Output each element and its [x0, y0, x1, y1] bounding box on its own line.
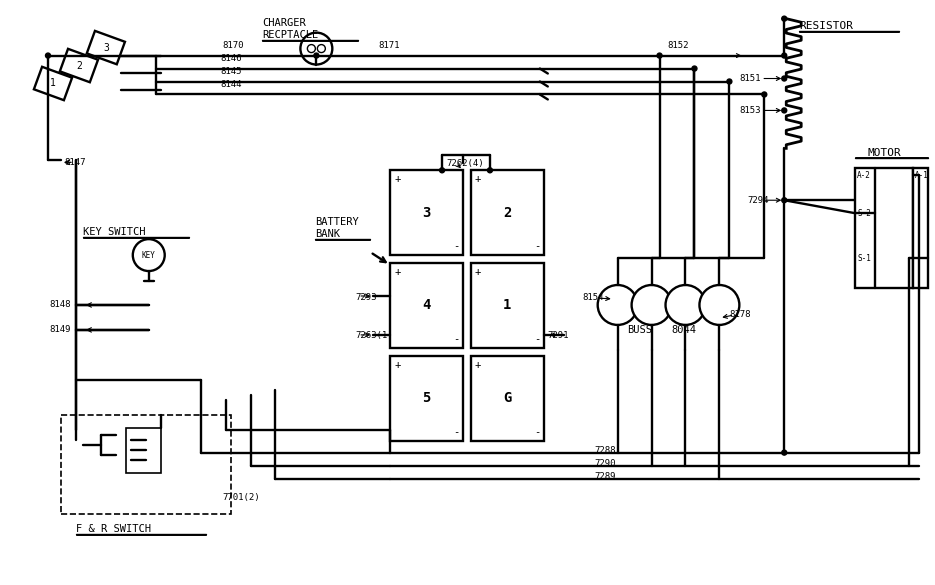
Bar: [60, 49, 98, 82]
Bar: [471, 356, 544, 441]
Text: 7263(1): 7263(1): [355, 331, 393, 340]
Text: G: G: [503, 391, 511, 405]
Text: 4: 4: [423, 298, 431, 312]
Text: 8146: 8146: [221, 54, 242, 63]
Bar: [390, 170, 463, 255]
Text: MOTOR: MOTOR: [867, 149, 901, 159]
Bar: [34, 67, 72, 100]
Text: RECPTACLE: RECPTACLE: [263, 30, 319, 40]
Text: 1: 1: [503, 298, 511, 312]
Circle shape: [317, 44, 325, 53]
Text: +: +: [475, 174, 482, 184]
Text: 7701(2): 7701(2): [223, 493, 260, 502]
Text: +: +: [475, 267, 482, 277]
Text: BATTERY: BATTERY: [315, 217, 359, 227]
Text: 8147: 8147: [64, 158, 85, 167]
Circle shape: [782, 198, 786, 203]
Bar: [390, 263, 463, 348]
Bar: [390, 356, 463, 441]
Circle shape: [692, 66, 697, 71]
Bar: [856, 168, 913, 288]
Text: KEY: KEY: [142, 250, 156, 260]
Text: +: +: [475, 360, 482, 370]
Circle shape: [308, 44, 315, 53]
Text: 5: 5: [423, 391, 431, 405]
Text: 8154: 8154: [583, 294, 604, 302]
Text: +: +: [394, 360, 400, 370]
Circle shape: [782, 16, 786, 21]
Text: -: -: [453, 426, 459, 436]
Text: 2: 2: [503, 206, 511, 220]
Text: 3: 3: [423, 206, 431, 220]
Text: 8149: 8149: [50, 325, 71, 335]
Text: CHARGER: CHARGER: [263, 18, 307, 27]
Text: -: -: [453, 334, 459, 344]
Text: 8171: 8171: [379, 41, 399, 50]
Text: BUSS: BUSS: [627, 325, 653, 335]
Text: 8153: 8153: [740, 106, 761, 115]
Circle shape: [699, 285, 740, 325]
Text: 7288: 7288: [595, 446, 616, 455]
Circle shape: [726, 79, 732, 84]
Text: 7293: 7293: [355, 294, 377, 302]
Bar: [61, 415, 231, 514]
Text: S-1: S-1: [857, 253, 870, 263]
Text: 8170: 8170: [223, 41, 244, 50]
Text: F & R SWITCH: F & R SWITCH: [76, 524, 151, 535]
Text: 8044: 8044: [671, 325, 697, 335]
Text: 8145: 8145: [221, 67, 242, 76]
Text: A-2: A-2: [857, 171, 870, 180]
Text: 7291: 7291: [548, 331, 569, 340]
Text: A-1: A-1: [915, 171, 928, 180]
Text: -: -: [534, 426, 539, 436]
Circle shape: [762, 92, 767, 97]
Text: 8151: 8151: [740, 74, 761, 83]
Bar: [913, 168, 928, 288]
Circle shape: [632, 285, 671, 325]
Text: 7262(4): 7262(4): [446, 159, 483, 168]
Text: 8144: 8144: [221, 80, 242, 89]
Text: 7290: 7290: [595, 459, 616, 468]
Circle shape: [300, 33, 332, 64]
Text: -: -: [534, 334, 539, 344]
Bar: [471, 263, 544, 348]
Circle shape: [657, 53, 662, 58]
Text: BANK: BANK: [315, 229, 340, 239]
Text: 2: 2: [76, 60, 82, 71]
Bar: [87, 31, 125, 64]
Text: 8178: 8178: [729, 311, 751, 319]
Text: 8152: 8152: [668, 41, 689, 50]
Text: 8148: 8148: [50, 301, 71, 309]
Text: +: +: [394, 267, 400, 277]
Text: -: -: [534, 241, 539, 251]
Text: +: +: [394, 174, 400, 184]
Text: 3: 3: [103, 43, 108, 53]
Circle shape: [782, 450, 786, 455]
Circle shape: [666, 285, 705, 325]
Text: 1: 1: [50, 78, 56, 88]
Text: KEY SWITCH: KEY SWITCH: [83, 227, 146, 237]
Circle shape: [782, 108, 786, 113]
Text: RESISTOR: RESISTOR: [799, 20, 854, 30]
Circle shape: [487, 168, 493, 173]
Circle shape: [782, 53, 786, 58]
Text: 7294: 7294: [747, 196, 769, 205]
Text: 7289: 7289: [595, 472, 616, 481]
Bar: [471, 170, 544, 255]
Circle shape: [782, 76, 786, 81]
Text: -: -: [453, 241, 459, 251]
Bar: [126, 428, 161, 473]
Text: S-2: S-2: [857, 209, 870, 218]
Circle shape: [46, 53, 50, 58]
Circle shape: [314, 53, 319, 58]
Circle shape: [439, 168, 444, 173]
Circle shape: [133, 239, 165, 271]
Circle shape: [597, 285, 638, 325]
